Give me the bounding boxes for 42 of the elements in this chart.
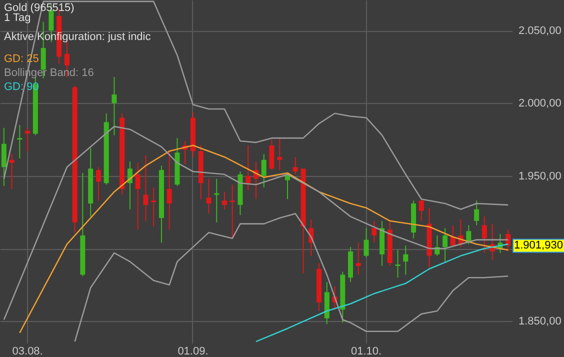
text: GD: 25 xyxy=(4,53,39,65)
candlestick xyxy=(246,144,251,191)
x-tick-label: 01.09. xyxy=(178,346,208,357)
candlestick xyxy=(442,228,448,262)
candlestick xyxy=(135,162,140,230)
candlestick xyxy=(151,186,156,228)
candlestick xyxy=(434,234,440,256)
candlestick xyxy=(466,224,472,245)
candlestick xyxy=(418,198,424,222)
candlestick xyxy=(9,154,14,190)
candlestick xyxy=(96,166,101,202)
candlestick xyxy=(166,150,172,230)
text: 1.901,930 xyxy=(514,240,563,252)
candlestick xyxy=(356,242,361,276)
candlestick xyxy=(372,220,377,244)
candlestick xyxy=(230,184,235,239)
x-tick-label: 03.08. xyxy=(12,346,43,357)
y-tick-label: 1.850,00 xyxy=(518,316,562,328)
line-series xyxy=(74,213,509,342)
y-tick-label: 2.000,00 xyxy=(518,98,562,110)
candlestick xyxy=(474,200,480,226)
candlestick xyxy=(364,228,369,258)
x-tick-label: 01.10. xyxy=(350,346,382,357)
line-series xyxy=(3,0,509,210)
candlestick xyxy=(292,156,298,175)
candlestick xyxy=(206,178,212,214)
line-series xyxy=(19,144,509,334)
candlestick xyxy=(222,191,227,210)
y-tick-label: 1.950,00 xyxy=(518,170,562,182)
candlestick xyxy=(214,178,220,223)
candlestick xyxy=(482,216,487,254)
candlestick xyxy=(269,139,274,171)
candlestick xyxy=(1,127,6,187)
candlestick xyxy=(403,245,408,276)
candlestick xyxy=(112,76,117,136)
candlestick xyxy=(261,154,266,188)
candlestick xyxy=(143,155,148,222)
text: 1 Tag xyxy=(4,12,31,24)
candlestick xyxy=(395,249,400,278)
candlestick xyxy=(17,124,22,159)
y-tick-label: 2.050,00 xyxy=(518,25,562,38)
candlestick xyxy=(277,138,282,171)
